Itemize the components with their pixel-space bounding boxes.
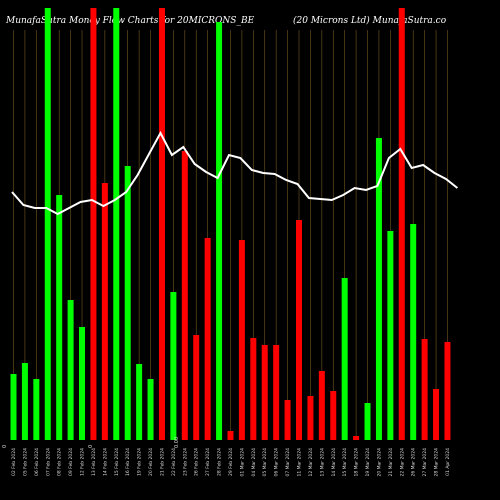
x-tick-label: 23 Feb 2024 — [182, 448, 188, 476]
x-tick-label: 12 Feb 2024 — [80, 448, 86, 476]
x-tick-label: 12 Mar 2024 — [308, 448, 314, 477]
grid-lines — [13, 30, 448, 440]
x-tick-label: 14 Mar 2024 — [331, 448, 337, 477]
x-tick-label: 05 Feb 2024 — [22, 448, 28, 476]
x-tick-label: 19 Feb 2024 — [137, 448, 143, 476]
volume-bar — [56, 195, 63, 440]
volume-bar — [398, 8, 405, 440]
volume-bar — [21, 363, 28, 440]
volume-bar — [44, 8, 51, 440]
volume-bar — [90, 8, 97, 440]
x-tick-label: 11 Mar 2024 — [297, 448, 303, 477]
x-tick-label: 20 Mar 2024 — [376, 448, 382, 477]
volume-bar — [67, 300, 74, 440]
volume-bar — [433, 389, 440, 440]
volume-bar — [124, 166, 131, 440]
x-tick-label: 27 Feb 2024 — [205, 448, 211, 476]
chart-header: MunafaSutra Money Flow Charts for 20MICR… — [6, 16, 494, 30]
x-tick-label: 28 Feb 2024 — [217, 448, 223, 476]
x-tick-label: 16 Feb 2024 — [125, 448, 131, 476]
x-tick-label: 02 Feb 2024 — [11, 448, 17, 476]
volume-bar — [158, 8, 165, 440]
x-tick-label: 06 Feb 2024 — [34, 448, 40, 476]
volume-bar — [227, 431, 234, 440]
x-tick-label: 22 Feb 2024 — [171, 448, 177, 476]
x-tick-label: 04 Mar 2024 — [251, 448, 257, 477]
zero-label: 0 — [88, 445, 94, 448]
x-tick-label: 26 Mar 2024 — [411, 448, 417, 477]
volume-bar — [204, 238, 211, 440]
zero-label: 0.00 — [174, 437, 180, 448]
volume-bar — [341, 278, 348, 440]
volume-bar — [353, 436, 360, 440]
x-tick-label: 01 Apr 2024 — [445, 448, 451, 476]
volume-bar — [375, 138, 382, 440]
x-tick-label: 21 Mar 2024 — [388, 448, 394, 477]
volume-bar — [181, 151, 188, 440]
volume-bar — [216, 22, 223, 440]
volume-bar — [273, 345, 280, 440]
zero-label: 0 — [2, 445, 8, 448]
volume-bar — [250, 338, 257, 440]
x-tick-label: 06 Mar 2024 — [274, 448, 280, 477]
x-tick-label: 08 Feb 2024 — [57, 448, 63, 476]
x-tick-label: 05 Mar 2024 — [262, 448, 268, 477]
volume-bar — [10, 374, 17, 440]
volume-bar — [364, 403, 371, 440]
volume-bar — [147, 379, 154, 440]
volume-bar — [170, 292, 177, 440]
x-tick-label: 07 Feb 2024 — [45, 448, 51, 476]
volume-bar — [193, 335, 200, 440]
volume-bar — [387, 231, 394, 440]
chart-title: MunafaSutra Money Flow Charts for 20MICR… — [6, 16, 255, 26]
volume-bar — [101, 183, 108, 440]
x-tick-label: 26 Feb 2024 — [194, 448, 200, 476]
x-tick-label: 01 Mar 2024 — [239, 448, 245, 477]
x-tick-label: 22 Mar 2024 — [399, 448, 405, 477]
volume-bar — [307, 396, 314, 440]
x-tick-label: 21 Feb 2024 — [159, 448, 165, 476]
volume-bar — [444, 342, 451, 440]
volume-bar — [296, 220, 302, 440]
volume-bar — [238, 240, 245, 440]
volume-bar — [136, 364, 143, 440]
volume-bars — [10, 8, 451, 440]
x-tick-label: 15 Feb 2024 — [114, 448, 120, 476]
zero-labels: 0 0 0.00 — [2, 437, 180, 448]
x-tick-label: 13 Feb 2024 — [91, 448, 97, 476]
x-tick-label: 20 Feb 2024 — [148, 448, 154, 476]
volume-bar — [113, 8, 120, 440]
volume-bar — [421, 339, 428, 440]
price-line — [11, 130, 459, 216]
x-tick-label: 19 Mar 2024 — [365, 448, 371, 477]
volume-bar — [284, 400, 291, 440]
x-tick-label: 28 Mar 2024 — [434, 448, 440, 477]
x-tick-label: 15 Mar 2024 — [342, 448, 348, 477]
x-tick-label: 13 Mar 2024 — [319, 448, 325, 477]
x-tick-label: 29 Feb 2024 — [228, 448, 234, 476]
x-tick-label: 14 Feb 2024 — [102, 448, 108, 476]
x-tick-label: 07 Mar 2024 — [285, 448, 291, 477]
volume-bar — [330, 391, 337, 440]
x-axis-labels: 02 Feb 2024 05 Feb 2024 06 Feb 2024 07 Feb … — [11, 448, 451, 477]
volume-bar — [79, 327, 86, 440]
x-tick-label: 09 Feb 2024 — [68, 448, 74, 476]
x-tick-label: 18 Mar 2024 — [354, 448, 360, 477]
volume-bar — [261, 345, 268, 440]
x-tick-label: 27 Mar 2024 — [422, 448, 428, 477]
chart-source: (20 Microns Ltd) MunafaSutra.co — [293, 16, 447, 26]
volume-bar — [410, 224, 417, 440]
volume-bar — [318, 371, 325, 440]
volume-bar — [33, 379, 40, 440]
